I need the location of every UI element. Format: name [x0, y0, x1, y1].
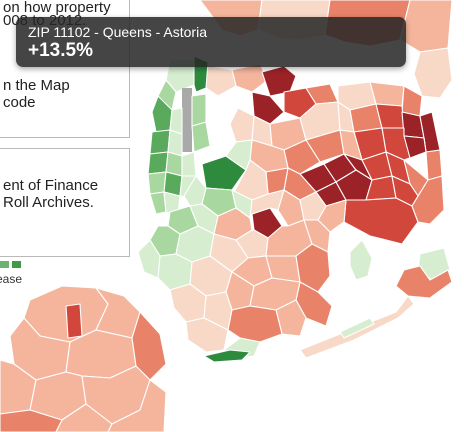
source-text-line: ent of Finance: [3, 177, 99, 194]
zip-area[interactable]: [149, 129, 171, 155]
zip-area[interactable]: [231, 63, 269, 93]
zip-area[interactable]: [339, 317, 375, 339]
zip-area[interactable]: [425, 149, 443, 181]
highway-strip: [182, 88, 192, 152]
tooltip-title: ZIP 11102 - Queens - Astoria: [28, 24, 207, 40]
zip-area[interactable]: [413, 47, 453, 99]
zip-area[interactable]: [107, 379, 167, 432]
queens-region: [201, 65, 445, 245]
description-text-line: n the Map: [3, 77, 70, 94]
zip-area[interactable]: [349, 239, 373, 281]
description-text-line: on how property: [3, 0, 111, 16]
tooltip-value: +13.5%: [28, 40, 93, 61]
zip-area[interactable]: [261, 65, 297, 97]
zip-area[interactable]: [343, 197, 419, 245]
zip-area[interactable]: [147, 171, 167, 195]
zip-area[interactable]: [369, 81, 405, 107]
zip-area[interactable]: [395, 265, 453, 299]
zip-area[interactable]: [149, 191, 167, 215]
zip-area[interactable]: [249, 189, 285, 219]
zip-area[interactable]: [229, 107, 255, 143]
legend-label: ease: [0, 272, 23, 286]
zip-area[interactable]: [401, 85, 423, 117]
source-text-line: Roll Archives.: [3, 194, 94, 211]
source-panel: ent of Finance Roll Archives.: [0, 148, 130, 257]
zip-area[interactable]: [191, 121, 211, 153]
zip-area[interactable]: [203, 349, 251, 363]
zip-area[interactable]: [399, 0, 453, 53]
zip-area[interactable]: [191, 93, 207, 127]
zip-area[interactable]: [65, 303, 83, 339]
legend-swatch: [12, 261, 21, 268]
zip-area[interactable]: [147, 151, 169, 175]
zip-area[interactable]: [137, 239, 161, 279]
manhattan-region: [147, 55, 211, 215]
zip-area[interactable]: [303, 219, 331, 253]
zip-area[interactable]: [251, 91, 285, 125]
legend-swatch: [0, 261, 9, 268]
zip-tooltip: ZIP 11102 - Queens - Astoria +13.5%: [16, 17, 406, 67]
staten-island-region: [0, 285, 167, 432]
zip-area[interactable]: [225, 139, 253, 171]
brooklyn-region: [137, 175, 333, 363]
zip-area[interactable]: [299, 191, 327, 221]
zip-area[interactable]: [201, 155, 247, 191]
zip-area[interactable]: [227, 305, 283, 343]
zip-area[interactable]: [181, 151, 197, 177]
color-legend: ease: [0, 258, 90, 288]
description-text-line: code: [3, 94, 36, 111]
rockaways-region: [299, 239, 453, 359]
zip-area[interactable]: [411, 175, 445, 225]
